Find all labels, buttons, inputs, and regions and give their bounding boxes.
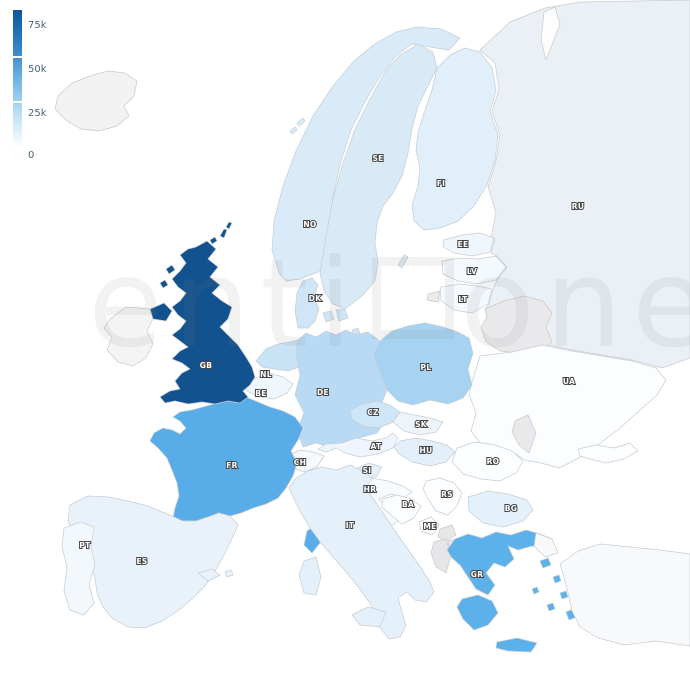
country-hu[interactable] [393,437,456,467]
balearic-islands-2 [224,569,234,578]
zealand-island [335,308,349,322]
country-label-gr: GR [471,570,484,579]
country-label-ro: RO [487,457,500,466]
gotland-island [397,254,409,269]
country-ie[interactable] [103,306,154,367]
country-ro[interactable] [451,441,524,482]
country-label-be: BE [255,389,266,398]
hebrides-islands-2 [159,279,169,289]
country-gr[interactable] [446,529,553,596]
lofoten-islands-2 [289,126,298,135]
legend-tick-50k: 50k [28,64,47,75]
country-sk[interactable] [392,411,444,436]
country-svalbard [540,6,561,61]
legend-tick-25k: 25k [28,108,47,119]
country-rs[interactable] [422,477,463,516]
color-legend: 75k 50k 25k 0 [13,10,47,161]
country-fr[interactable] [149,396,304,522]
legend-tick-75k: 75k [28,20,47,31]
country-lv[interactable] [441,255,507,285]
country-al[interactable] [430,538,452,574]
aegean-island-4 [546,602,556,612]
country-label-hu: HU [420,446,433,455]
northern-ireland[interactable] [149,302,173,322]
aegean-island-1 [539,557,552,569]
country-lt[interactable] [439,283,493,314]
country-it[interactable] [288,464,435,640]
legend-gradient-bar [13,10,22,148]
country-label-gb: GB [200,361,212,370]
orkney-islands [209,236,218,245]
country-label-lv: LV [467,267,477,276]
country-label-dk: DK [309,294,323,303]
country-label-pl: PL [421,363,432,372]
bornholm-island [351,327,361,336]
country-label-bg: BG [505,504,517,513]
lofoten-islands [296,117,306,127]
country-label-nl: NL [260,370,272,379]
country-label-es: ES [136,557,147,566]
peloponnese-peninsula [456,594,499,631]
sicily-island [351,606,387,628]
country-tr[interactable] [559,543,690,647]
country-me[interactable] [418,516,440,536]
country-label-hr: HR [364,485,377,494]
legend-bar-tick [13,101,22,104]
shetland-islands [219,228,228,239]
legend-tick-0: 0 [28,150,35,161]
country-pt[interactable] [61,521,96,616]
country-label-si: SI [363,466,372,475]
aegean-island-3 [559,590,569,600]
country-label-lt: LT [458,295,468,304]
shetland-islands-2 [225,221,233,230]
country-ee[interactable] [442,232,495,257]
country-label-at: AT [371,442,383,451]
country-label-de: DE [317,388,329,397]
country-label-ch: CH [294,458,306,467]
country-gb[interactable] [159,240,256,405]
country-labels: GB FR GR PL DE NL DK CZ SE NO FI HU IT BG SI RU ES SK AT BE… [78,153,585,580]
country-fi[interactable] [411,47,499,231]
funen-island [322,310,335,323]
kaliningrad-region [426,290,441,303]
country-at[interactable] [317,432,399,458]
country-label-cz: CZ [367,408,379,417]
legend-tick-labels: 75k 50k 25k 0 [28,10,68,161]
turkey-thrace [533,532,559,558]
crimea-peninsula [577,442,639,464]
country-be[interactable] [242,372,294,400]
hebrides-islands [165,264,176,275]
balearic-islands [197,568,221,582]
country-label-fr: FR [226,461,238,470]
country-label-ua: UA [563,377,575,386]
country-label-rs: RS [441,490,453,499]
country-label-sk: SK [415,420,428,429]
country-md[interactable] [511,414,537,454]
country-label-se: SE [372,154,383,163]
country-dk[interactable] [294,277,320,329]
country-is[interactable] [54,70,138,132]
country-label-ba: BA [402,500,414,509]
country-label-ru: RU [572,202,584,211]
country-bg[interactable] [467,490,534,528]
country-se[interactable] [319,43,438,310]
country-label-no: NO [303,220,316,229]
sardinia-island [298,556,322,596]
aegean-island-2 [552,574,562,584]
country-label-pt: PT [79,541,91,550]
aegean-island-5 [531,586,540,595]
country-de[interactable] [294,329,388,448]
crete-island [495,637,538,653]
country-ba[interactable] [381,494,422,525]
country-nl[interactable] [255,339,300,372]
country-label-ee: EE [458,240,469,249]
kosovo-region[interactable] [437,524,457,542]
country-ru[interactable] [479,0,690,369]
legend-bar-tick [13,55,22,58]
country-label-me: ME [423,522,436,531]
country-label-it: IT [346,521,355,530]
country-label-fi: FI [437,179,446,188]
